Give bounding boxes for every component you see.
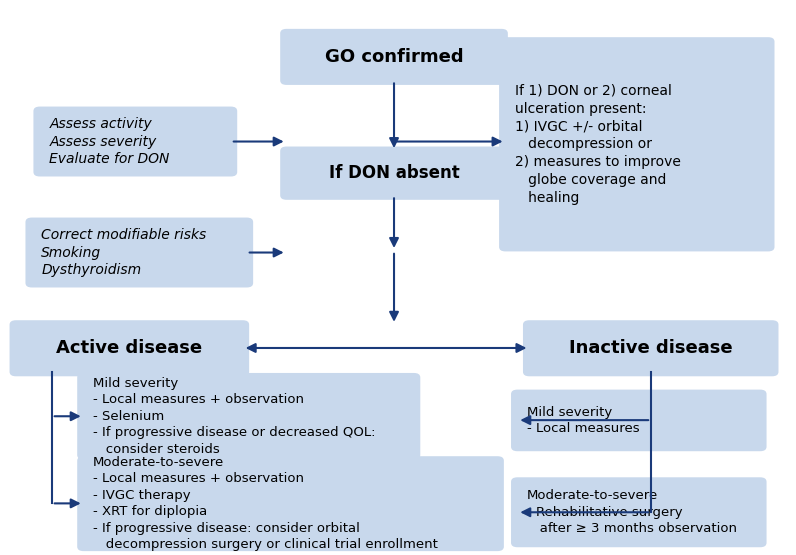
Text: If DON absent: If DON absent (329, 164, 459, 182)
Text: Active disease: Active disease (57, 339, 202, 357)
Text: Assess activity
Assess severity
Evaluate for DON: Assess activity Assess severity Evaluate… (49, 117, 170, 166)
FancyBboxPatch shape (77, 373, 420, 460)
Text: Moderate-to-severe
- Rehabilitative surgery
   after ≥ 3 months observation: Moderate-to-severe - Rehabilitative surg… (527, 490, 737, 535)
FancyBboxPatch shape (499, 37, 775, 251)
Text: If 1) DON or 2) corneal
ulceration present:
1) IVGC +/- orbital
   decompression: If 1) DON or 2) corneal ulceration prese… (515, 84, 681, 205)
Text: GO confirmed: GO confirmed (325, 48, 463, 66)
FancyBboxPatch shape (25, 218, 253, 287)
Text: Moderate-to-severe
- Local measures + observation
- IVGC therapy
- XRT for diplo: Moderate-to-severe - Local measures + ob… (93, 456, 438, 552)
Text: Correct modifiable risks
Smoking
Dysthyroidism: Correct modifiable risks Smoking Dysthyr… (41, 228, 207, 278)
FancyBboxPatch shape (523, 320, 778, 376)
FancyBboxPatch shape (33, 107, 237, 176)
FancyBboxPatch shape (10, 320, 249, 376)
Text: Inactive disease: Inactive disease (569, 339, 732, 357)
FancyBboxPatch shape (511, 477, 767, 547)
FancyBboxPatch shape (280, 29, 508, 85)
FancyBboxPatch shape (511, 390, 767, 451)
FancyBboxPatch shape (77, 456, 504, 551)
Text: Mild severity
- Local measures + observation
- Selenium
- If progressive disease: Mild severity - Local measures + observa… (93, 377, 376, 456)
Text: Mild severity
- Local measures: Mild severity - Local measures (527, 406, 639, 435)
FancyBboxPatch shape (280, 147, 508, 200)
